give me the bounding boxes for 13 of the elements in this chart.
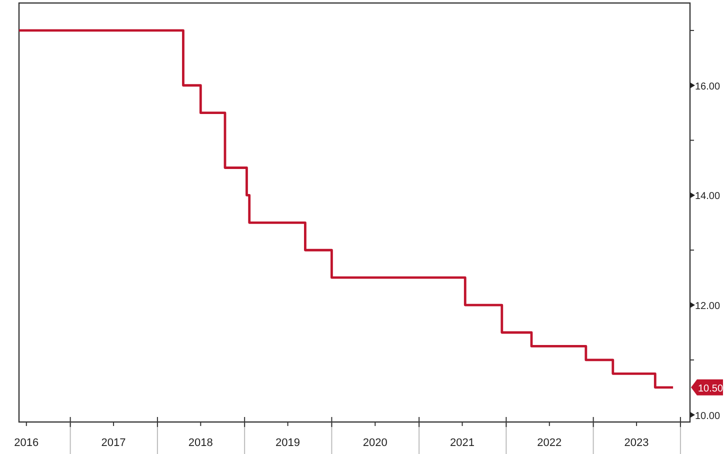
- y-tick-label: 10.00: [695, 410, 720, 422]
- y-tick-label: 14.00: [695, 191, 720, 202]
- y-tick-label: 12.00: [695, 301, 720, 312]
- x-tick-label: 2019: [276, 437, 300, 449]
- x-tick-label: 2016: [14, 437, 39, 449]
- x-tick-label: 2022: [537, 437, 562, 449]
- x-tick-label: 2021: [450, 437, 475, 449]
- x-tick-label: 2017: [101, 437, 126, 449]
- x-tick-label: 2020: [362, 437, 388, 449]
- x-tick-label: 2023: [624, 437, 649, 449]
- text: 10.50: [698, 383, 724, 394]
- x-tick-label: 2018: [188, 437, 213, 449]
- y-tick-label: 16.00: [695, 81, 720, 92]
